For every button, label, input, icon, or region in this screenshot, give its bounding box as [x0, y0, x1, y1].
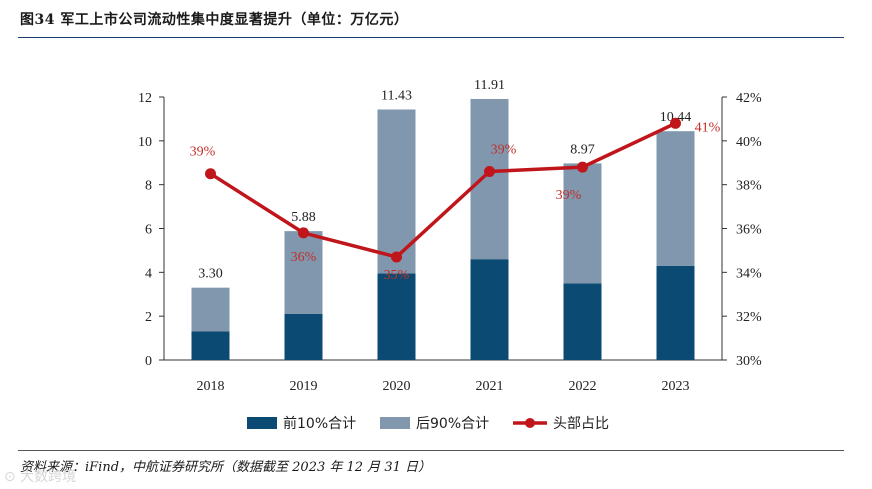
- ratio-label: 36%: [291, 250, 317, 265]
- right-tick-label: 40%: [736, 135, 762, 150]
- left-tick-label: 10: [138, 135, 152, 150]
- bar-rest90: [563, 163, 602, 284]
- right-tick-label: 36%: [736, 223, 762, 238]
- ratio-line: [209, 121, 677, 259]
- legend-swatch-rest90: [380, 417, 410, 429]
- left-tick-label: 2: [145, 310, 152, 325]
- ratio-label: 35%: [384, 268, 410, 283]
- source-note: 资料来源：iFind，中航证券研究所（数据截至 2023 年 12 月 31 日…: [20, 460, 431, 475]
- chart-bars: [191, 98, 695, 360]
- legend-swatch-top10: [247, 417, 277, 429]
- bar-top10: [284, 313, 323, 360]
- x-tick-label: 2019: [290, 379, 318, 394]
- ratio-point: [391, 251, 402, 263]
- right-tick-label: 34%: [736, 266, 762, 281]
- figure-title: 图34 军工上市公司流动性集中度显著提升（单位：万亿元）: [20, 12, 409, 28]
- ratio-point: [298, 227, 309, 239]
- ratio-line-series: [205, 117, 681, 263]
- legend-marker-ratio: [525, 418, 535, 428]
- right-tick-label: 32%: [736, 310, 762, 325]
- bar-rest90: [284, 231, 323, 314]
- bar-top10: [377, 273, 416, 360]
- bar-total-label: 8.97: [570, 142, 595, 157]
- bar-total-label: 5.88: [291, 210, 316, 225]
- ratio-label: 39%: [491, 143, 517, 158]
- right-tick-label: 42%: [736, 91, 762, 106]
- legend-label-rest90: 后90%合计: [416, 416, 489, 432]
- left-tick-label: 8: [145, 179, 152, 194]
- x-tick-label: 2021: [476, 379, 504, 394]
- bar-rest90: [656, 131, 695, 266]
- x-tick-label: 2023: [662, 379, 690, 394]
- bar-rest90: [377, 109, 416, 274]
- ratio-point: [205, 168, 216, 180]
- left-tick-label: 12: [138, 91, 152, 106]
- ratio-label: 41%: [695, 120, 721, 135]
- source-rule: [18, 450, 844, 451]
- title-rule: [18, 37, 844, 38]
- ratio-labels: 39% 36% 35% 39% 39% 41%: [190, 120, 721, 283]
- bar-total-label: 10.44: [660, 110, 692, 125]
- ratio-point: [484, 166, 495, 178]
- legend-label-top10: 前10%合计: [283, 415, 356, 432]
- left-tick-label: 6: [145, 223, 152, 238]
- x-tick-label: 2018: [197, 379, 225, 394]
- bar-total-labels: 3.30 5.88 11.43 11.91 8.97 10.44: [198, 78, 691, 282]
- x-tick-label: 2022: [569, 379, 597, 394]
- legend: 前10%合计 后90%合计 头部占比: [247, 415, 609, 432]
- ratio-label: 39%: [190, 145, 216, 160]
- left-tick-label: 4: [145, 266, 152, 281]
- bar-top10: [656, 265, 695, 360]
- ratio-label: 39%: [556, 188, 582, 203]
- right-tick-label: 38%: [736, 179, 762, 194]
- bar-total-label: 11.43: [381, 88, 412, 103]
- watermark: ⊙ 大数跨境: [4, 469, 77, 485]
- ratio-point: [577, 161, 588, 173]
- ratio-point: [670, 117, 681, 129]
- chart-axes: 0 2 4 6 8 10 12 30% 32% 34% 36% 38% 40% 42% 2018 2019 20…: [138, 91, 762, 394]
- bar-rest90: [191, 287, 230, 332]
- right-tick-label: 30%: [736, 354, 762, 369]
- bar-top10: [191, 331, 230, 360]
- bar-top10: [470, 259, 509, 360]
- bar-total-label: 11.91: [474, 78, 505, 93]
- bar-rest90: [470, 98, 509, 260]
- legend-label-ratio: 头部占比: [553, 416, 609, 432]
- bar-top10: [563, 283, 602, 360]
- left-tick-label: 0: [145, 354, 152, 369]
- bar-total-label: 3.30: [198, 267, 223, 282]
- x-tick-label: 2020: [383, 379, 411, 394]
